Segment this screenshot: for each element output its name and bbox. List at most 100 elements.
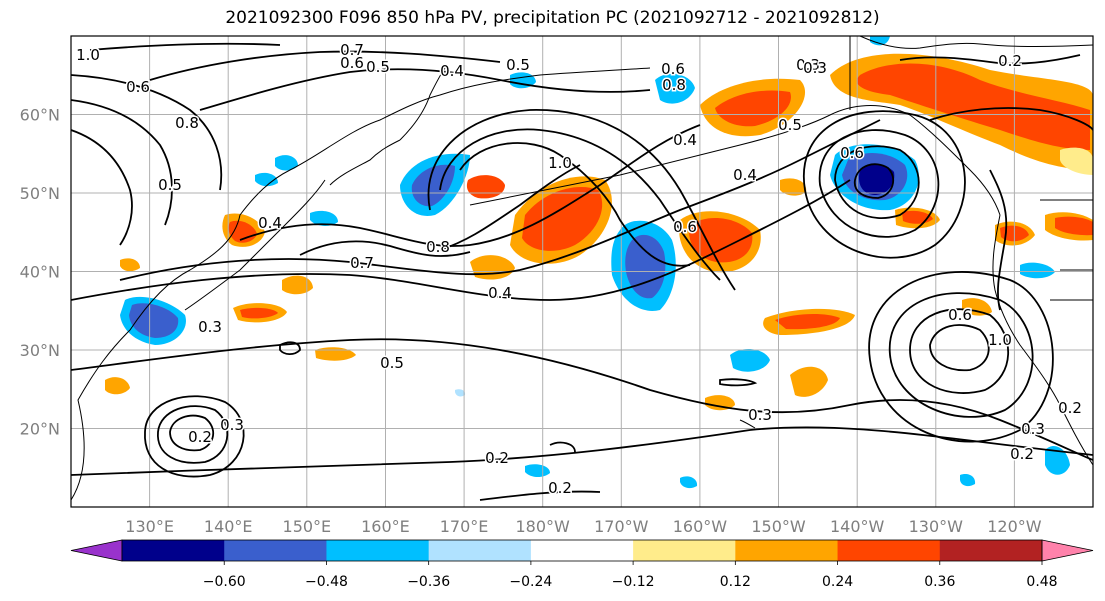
precip-neg-w1	[275, 155, 298, 171]
precip-pos-e6	[1060, 147, 1093, 175]
pv-contour-label: 0.8	[175, 114, 199, 132]
lon-tick-label: 180°W	[516, 517, 571, 536]
colorbar-tick-label: 0.24	[822, 574, 853, 590]
precip-pos-w2	[282, 275, 313, 295]
lon-tick-label: 160°W	[673, 517, 728, 536]
lon-labels: 130°E 140°E 150°E 160°E 170°E 180°W 170°W 160°W…	[125, 517, 1041, 536]
pv-contour-nw2	[71, 99, 173, 226]
pv-contour-04	[71, 179, 851, 301]
pv-contour-east-high2	[909, 308, 1010, 394]
precip-neg-w2	[255, 172, 278, 187]
precip-pos-w1-core	[240, 307, 278, 319]
colorbar-outline	[121, 539, 1043, 562]
pv-contour-05	[119, 119, 881, 281]
precip-pos-kuroshio-core	[522, 187, 603, 251]
precip-neg-ne	[655, 73, 695, 104]
lon-tick-label: 130°W	[909, 517, 964, 536]
precip-neg-s1	[525, 464, 550, 478]
precip-pos-w3	[315, 347, 356, 361]
colorbar-segment	[428, 540, 532, 561]
colorbar-segment	[837, 540, 941, 561]
coast-kuril	[329, 139, 401, 186]
colorbar-tick-label: −0.24	[509, 574, 552, 590]
lat-tick-label: 20°N	[20, 420, 60, 439]
precip-neg-s2	[960, 474, 976, 487]
pv-contour-label: 0.6	[126, 78, 150, 96]
coast-japan	[184, 179, 326, 311]
pv-contour-label: 0.4	[488, 284, 512, 302]
precip-neg-hawaii	[730, 348, 770, 372]
pv-contour-mid1	[279, 341, 301, 356]
colorbar-tick-label: −0.36	[407, 574, 450, 590]
pv-contour-label: 0.5	[158, 176, 182, 194]
pv-contour-label: 0.6	[840, 144, 864, 162]
precip-neg-gulf-deep	[858, 164, 895, 195]
pv-contour-label: 0.2	[548, 479, 572, 497]
colorbar-labels: −0.60 −0.48 −0.36 −0.24 −0.12 0.12 0.24 0.36 0.4…	[203, 561, 1058, 590]
lon-tick-label: 150°E	[283, 517, 332, 536]
pv-contour-label: 0.5	[506, 56, 530, 74]
precip-neg-e3	[870, 36, 890, 46]
lon-tick-label: 140°W	[830, 517, 885, 536]
precip-pos-w4	[105, 377, 130, 395]
pv-contour-02-south-b	[479, 490, 601, 501]
colorbar-tick-label: 0.48	[1026, 574, 1057, 590]
pv-contour-east-ridge	[989, 169, 1008, 311]
lat-labels: 20°N 30°N 40°N 50°N 60°N	[20, 106, 60, 439]
lon-tick-label: 130°E	[125, 517, 174, 536]
pv-contour-label: 0.4	[673, 131, 697, 149]
pv-contour-sw-low1	[169, 414, 214, 452]
coast-na-west	[992, 214, 1093, 466]
pv-contour-label: 0.5	[778, 116, 802, 134]
pv-contour-north1	[199, 68, 651, 111]
colorbar-segment	[224, 540, 327, 561]
colorbar-segment	[122, 540, 225, 561]
pv-contour-nw1	[71, 129, 133, 246]
colorbar-extend-min	[70, 539, 123, 562]
pv-contour-ne2	[929, 107, 1093, 131]
precip-neg-china-core	[129, 303, 179, 338]
pv-contour-label: 0.3	[198, 318, 222, 336]
lat-tick-label: 60°N	[20, 106, 60, 125]
colorbar-tick-label: −0.12	[612, 574, 655, 590]
lon-tick-label: 160°E	[361, 517, 410, 536]
pv-contour-label: 0.4	[733, 166, 757, 184]
precip-pos-e5	[780, 178, 807, 196]
pv-contour-label: 0.8	[426, 238, 450, 256]
colorbar-tick-label: −0.48	[305, 574, 348, 590]
pv-contour-label: 0.4	[258, 214, 282, 232]
pv-contour-layer	[71, 42, 1093, 501]
pv-contour-north3	[89, 42, 281, 51]
pv-contour-label: 0.6	[948, 306, 972, 324]
pv-contour-loop2	[439, 128, 721, 281]
pv-contour-label: 0.7	[350, 254, 374, 272]
coast-hawaii	[739, 419, 756, 429]
precip-neg-s3	[680, 476, 698, 489]
pv-contour-label: 0.2	[188, 428, 212, 446]
pv-contour-label: 0.5	[366, 58, 390, 76]
precip-pos-hawaii-n-core	[775, 314, 840, 330]
precip-neg-e2	[1020, 262, 1055, 279]
pv-contour-label: 0.8	[662, 76, 686, 94]
pv-contour-02-south	[71, 426, 1093, 476]
precip-pos-e4	[962, 298, 992, 316]
colorbar-segment	[939, 540, 1043, 561]
pv-contour-label: 0.3	[748, 406, 772, 424]
lon-tick-label: 170°E	[440, 517, 489, 536]
precip-pos-center-core	[689, 218, 753, 263]
pv-contour-08	[439, 164, 581, 251]
pv-contour-label: 0.3	[796, 56, 820, 74]
pv-contour-label: 0.3	[803, 59, 827, 77]
pv-contour-07	[299, 240, 471, 257]
pv-contour-gulf-low2	[818, 129, 940, 238]
pv-contour-gulf-low4	[853, 163, 895, 199]
pv-contour-north2	[149, 50, 501, 81]
colorbar-tick-label: 0.12	[720, 574, 751, 590]
precip-pos-e3-core	[1055, 216, 1093, 236]
lon-tick-label: 120°W	[987, 517, 1042, 536]
pv-contour-label: 1.0	[988, 331, 1012, 349]
pv-contour-label: 0.2	[998, 52, 1022, 70]
pv-contour-label: 0.6	[340, 54, 364, 72]
pv-contour-mid2	[549, 441, 576, 453]
colorbar-segment	[530, 540, 634, 561]
